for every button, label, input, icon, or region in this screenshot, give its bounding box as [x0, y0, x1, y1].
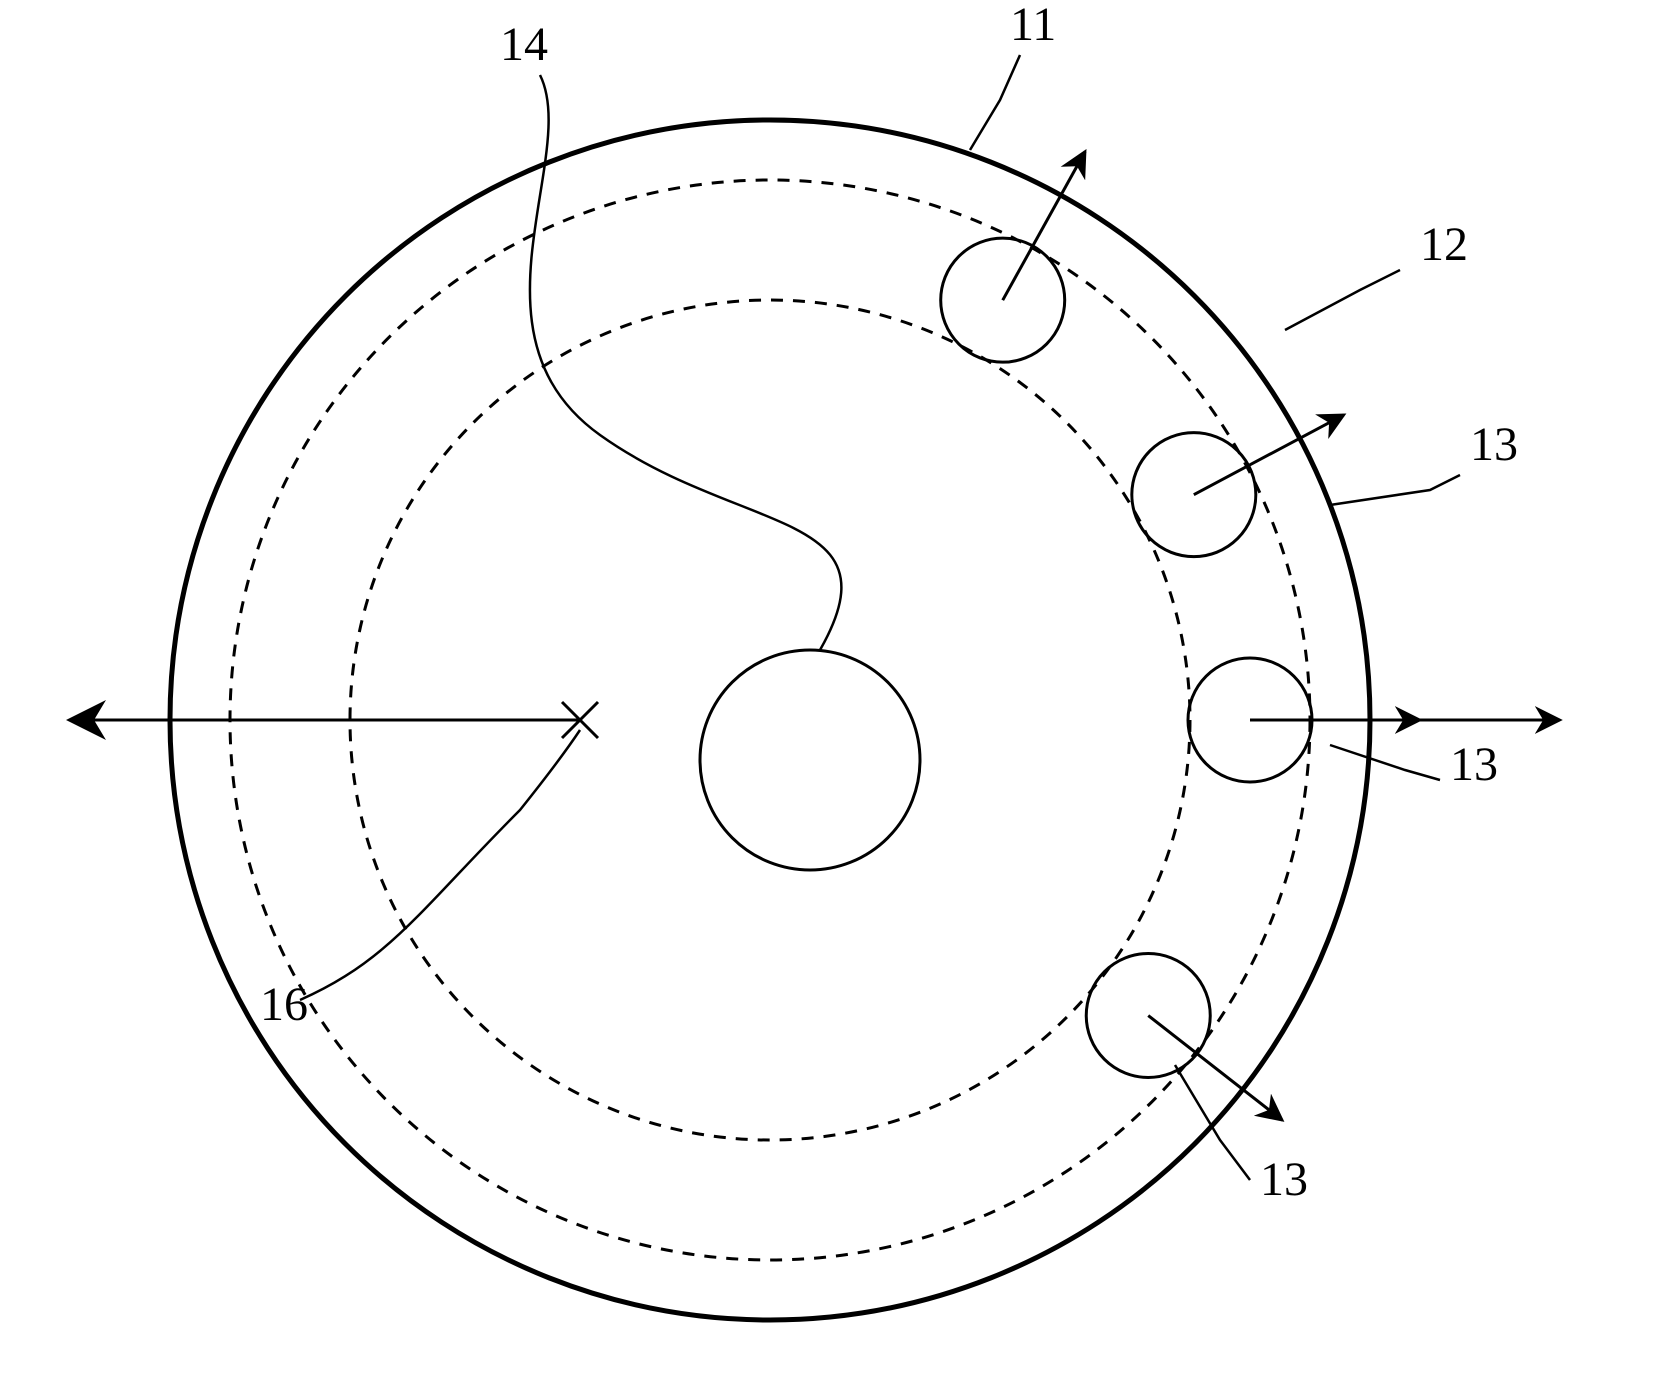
label-14: 14 [500, 18, 548, 71]
leader-line-16 [300, 730, 580, 1000]
label-13c: 13 [1260, 1153, 1308, 1206]
leader-line-14 [530, 75, 841, 650]
label-13a: 13 [1470, 418, 1518, 471]
leader-line [1330, 745, 1440, 780]
satellite-arrow [1148, 1016, 1282, 1121]
label-12: 12 [1420, 218, 1468, 271]
leader-line [1285, 270, 1400, 330]
label-13b: 13 [1450, 738, 1498, 791]
label-11: 11 [1010, 0, 1056, 51]
label-16: 16 [260, 978, 308, 1031]
leader-line [970, 55, 1020, 150]
circle-inner-solid [700, 650, 920, 870]
satellite-circle [1132, 433, 1256, 557]
leader-line [1330, 475, 1460, 505]
